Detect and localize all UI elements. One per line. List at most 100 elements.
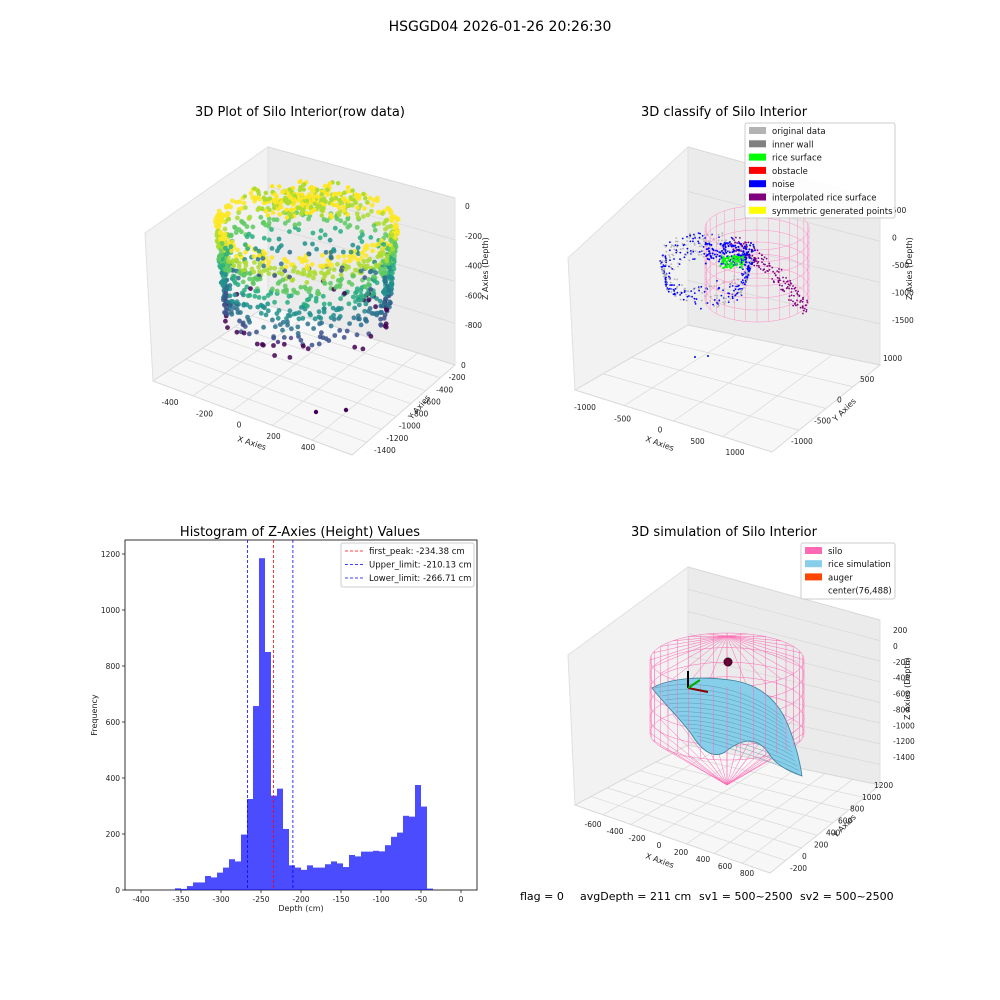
silo-roof-line [688,635,728,684]
data-point [356,302,362,308]
data-point [716,243,719,245]
rice-mesh-line [668,702,787,734]
data-point [743,256,746,259]
data-point [692,258,694,260]
data-point [375,209,381,215]
data-point [217,230,223,236]
y-tick-label: -1400 [374,446,396,455]
data-point [792,285,794,287]
data-point [743,253,746,256]
y-tick-label: 800 [106,662,121,671]
data-point [778,284,781,287]
data-point [341,204,346,209]
data-point [361,258,367,264]
data-point [754,249,756,252]
data-point [379,310,384,315]
data-point [339,268,344,273]
data-point [351,197,357,203]
data-point [321,309,327,315]
data-point [682,244,685,247]
data-point [358,297,364,303]
data-point [300,343,306,349]
data-point [369,242,375,248]
data-point [271,343,276,348]
data-point [707,355,709,357]
data-point [227,286,233,292]
data-point [758,252,761,255]
data-point [689,250,692,252]
silo-roof-line [706,635,728,687]
y-tick-label: 400 [106,774,121,783]
data-point [745,244,748,246]
data-point [356,261,362,267]
data-point [281,335,287,340]
data-point [354,332,360,338]
data-point [362,206,367,211]
data-point [281,210,287,216]
data-point [718,236,720,239]
data-point [302,241,308,247]
data-point [670,263,673,265]
data-point [733,255,737,258]
grid-line [574,389,773,453]
data-point [749,266,752,268]
silo-ring [704,229,810,275]
data-point [271,334,276,339]
data-point [355,245,361,251]
data-point [221,213,226,218]
data-point [232,278,237,284]
data-point [755,260,758,262]
data-point [385,205,390,211]
rice-mesh-line [661,693,784,725]
data-point [219,270,225,276]
data-point [740,291,742,294]
data-point [351,315,357,321]
data-point [318,228,324,234]
y-tick-label: -200 [790,864,807,873]
data-point [753,247,756,250]
data-point [692,237,694,240]
data-point [744,279,747,282]
data-point [362,244,368,250]
histogram-bar [211,877,217,890]
data-point [672,254,675,257]
data-point [223,290,229,296]
y-tick-label: -200 [449,373,466,382]
legend-swatch [805,547,822,554]
data-point [679,248,682,251]
data-point [278,204,283,209]
data-point [346,258,352,264]
data-point [739,287,741,290]
data-point [288,195,293,200]
data-point [375,241,381,247]
data-point [366,277,372,282]
data-point [752,245,755,248]
data-point [295,324,301,330]
data-point [287,249,293,255]
data-point [701,292,703,294]
data-point [711,254,714,257]
data-point [689,240,692,243]
data-point [358,322,364,328]
data-point [723,296,725,299]
legend-swatch [749,166,766,174]
data-point [720,244,723,247]
data-point [341,208,347,213]
data-point [695,298,698,300]
histogram-bar [295,867,301,890]
data-point [705,288,708,291]
outlier-point [343,407,349,413]
data-point [669,266,671,268]
x-tick-label: 200 [674,848,689,857]
silo-ring [704,277,810,323]
data-point [281,189,286,194]
histogram-bar [205,876,211,890]
data-point [312,207,317,212]
data-point [333,285,339,290]
x-tick-label: 200 [266,432,281,441]
data-point [374,296,379,301]
data-point [261,304,266,310]
data-point [680,291,683,294]
data-point [744,276,746,279]
data-point [702,246,705,248]
